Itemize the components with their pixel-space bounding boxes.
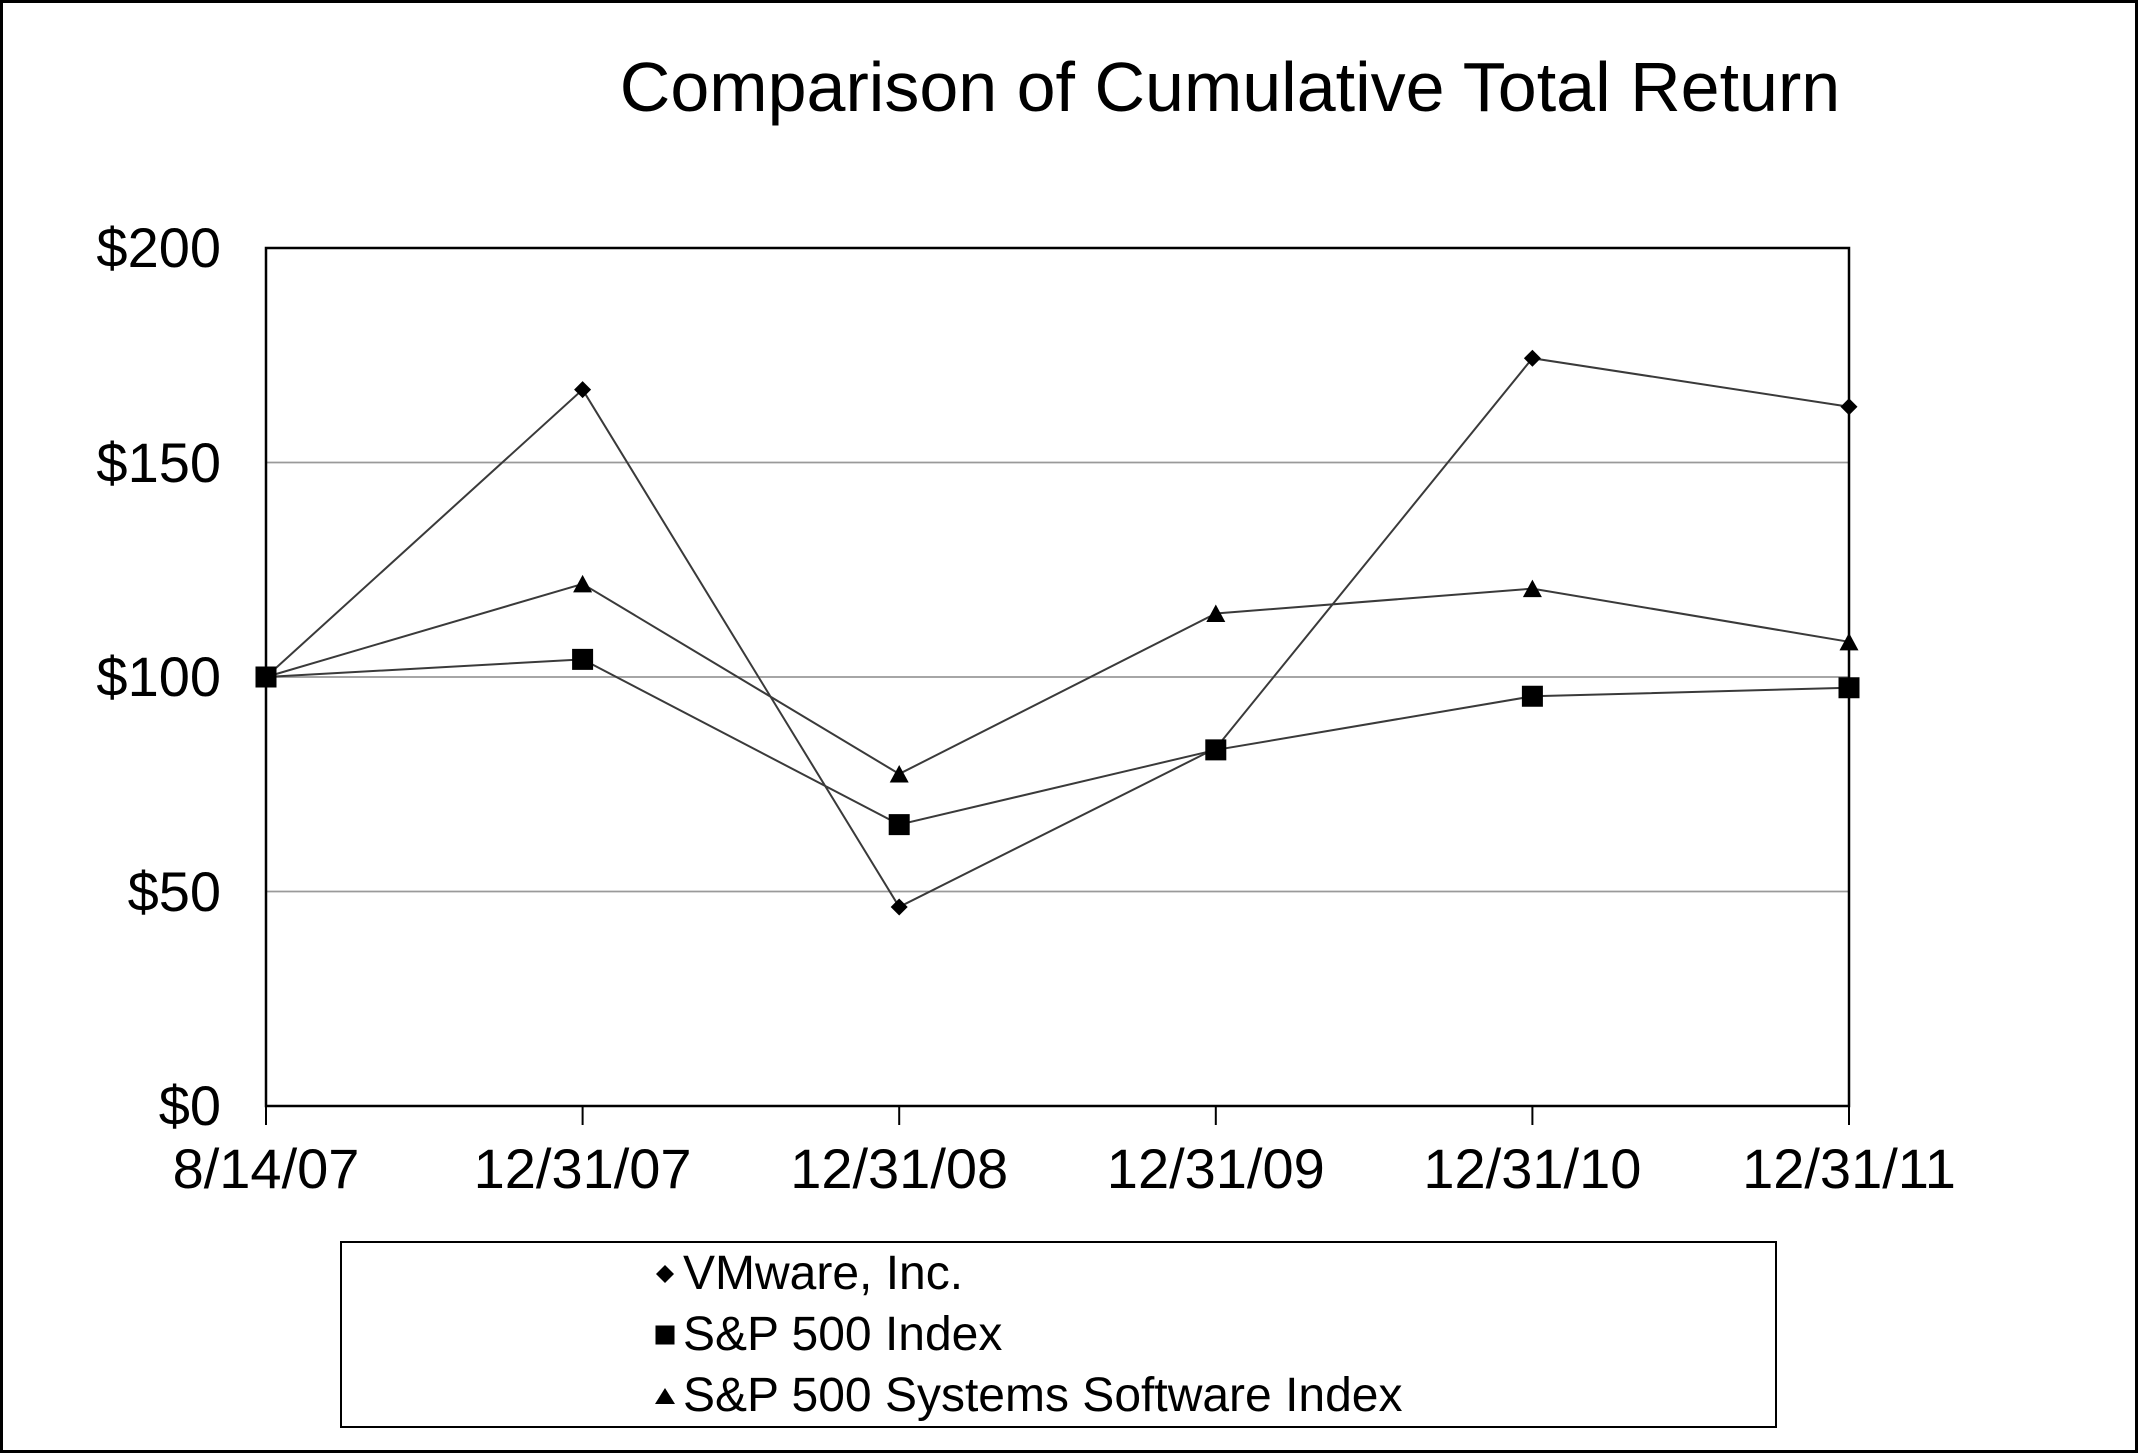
diamond-marker: [574, 381, 592, 399]
series-markers-s-p-500-systems-software-index: [256, 574, 1859, 783]
x-tick-label: 12/31/09: [1106, 1137, 1325, 1200]
triangle-marker: [573, 574, 593, 593]
legend-row: VMware, Inc.: [342, 1243, 1775, 1304]
triangle-marker: [889, 764, 909, 783]
square-marker: [1521, 685, 1543, 707]
square-marker: [572, 648, 594, 670]
y-tick-label: $50: [127, 859, 221, 923]
gridlines: [266, 461, 1849, 893]
legend-label: S&P 500 Index: [683, 1307, 1003, 1361]
series-markers-vmware-inc: [257, 349, 1858, 916]
series-line-s-p-500-index: [265, 658, 1850, 826]
diamond-marker: [1840, 398, 1858, 416]
triangle-marker: [1839, 632, 1859, 651]
series-line-s-p-500-systems-software-index: [265, 582, 1850, 776]
legend: VMware, Inc. S&P 500 Index S&P 500 Syste…: [340, 1241, 1777, 1428]
series-line-vmware-inc: [265, 357, 1850, 909]
x-tick-label: 12/31/08: [790, 1137, 1009, 1200]
x-tick-label: 12/31/10: [1423, 1137, 1642, 1200]
y-tick-label: $150: [96, 430, 221, 494]
diamond-marker: [1207, 739, 1225, 757]
x-tick-label: 12/31/11: [1742, 1137, 1956, 1200]
triangle-marker: [1522, 579, 1542, 598]
plot-svg: [255, 246, 1860, 1125]
diamond-marker: [257, 668, 275, 686]
legend-label: S&P 500 Systems Software Index: [683, 1368, 1403, 1422]
square-icon: [655, 1325, 675, 1344]
legend-row: S&P 500 Systems Software Index: [342, 1365, 1775, 1426]
x-tick-label: 12/31/07: [473, 1137, 692, 1200]
legend-label: VMware, Inc.: [683, 1246, 964, 1300]
y-tick-label: $200: [96, 216, 221, 279]
x-tick-label: 8/14/07: [172, 1137, 360, 1200]
legend-row: S&P 500 Index: [342, 1304, 1775, 1365]
plot-area: [255, 246, 1860, 1125]
diamond-marker: [1523, 349, 1541, 367]
chart-title: Comparison of Cumulative Total Return: [619, 48, 1841, 126]
diamond-marker: [890, 898, 908, 916]
square-marker: [888, 814, 910, 836]
triangle-marker: [1206, 604, 1226, 623]
triangle-icon: [655, 1387, 675, 1404]
diamond-icon: [656, 1264, 674, 1283]
x-axis-ticks: [265, 1106, 1850, 1125]
y-tick-label: $0: [158, 1074, 221, 1137]
y-tick-label: $100: [96, 645, 221, 708]
square-marker: [1838, 677, 1860, 699]
